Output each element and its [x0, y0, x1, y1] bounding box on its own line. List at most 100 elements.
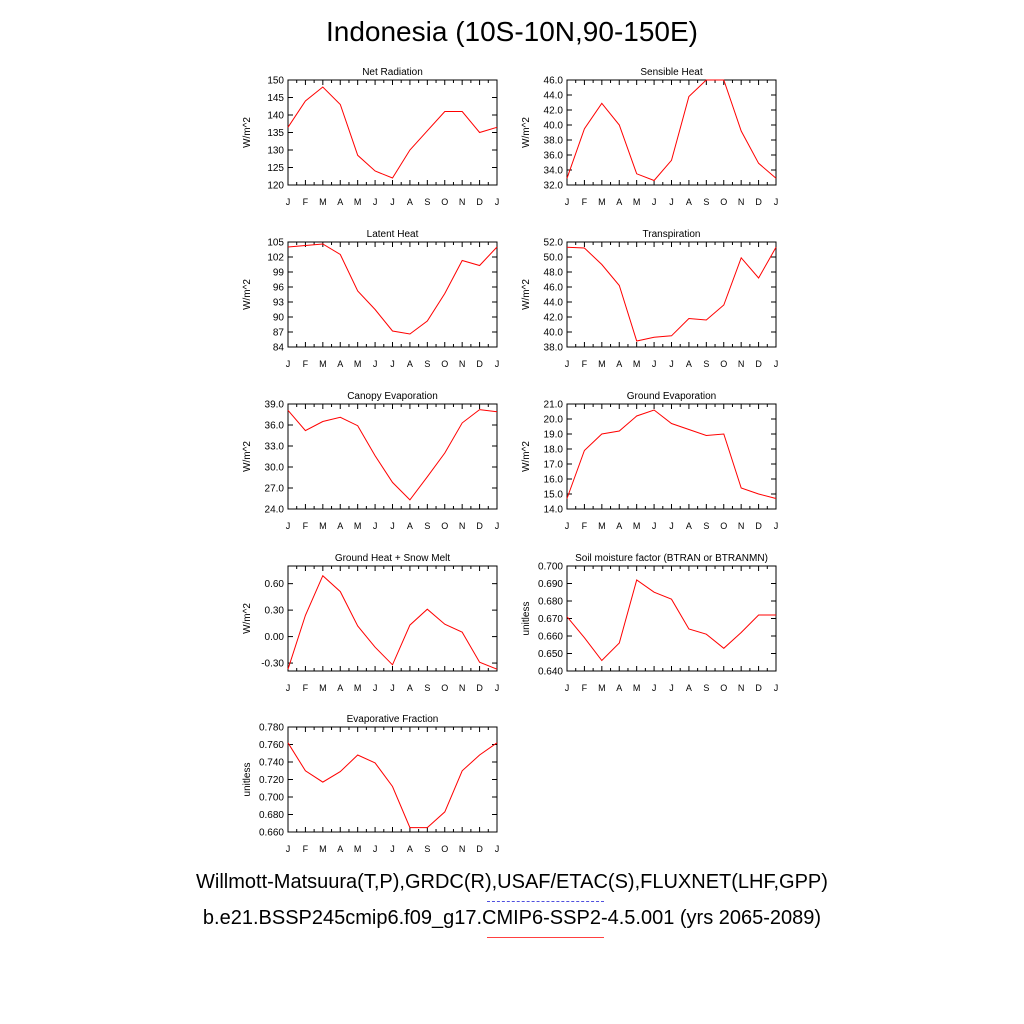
y-tick-label: 20.0 — [544, 415, 564, 426]
y-tick-label: 16.0 — [544, 475, 564, 486]
x-tick-label: N — [459, 197, 466, 207]
x-tick-label: M — [319, 683, 327, 693]
y-tick-label: 0.700 — [538, 562, 563, 573]
panel-title: Latent Heat — [367, 229, 419, 240]
panel-title: Sensible Heat — [640, 67, 702, 78]
x-tick-label: J — [286, 197, 291, 207]
y-tick-label: 34.0 — [544, 166, 564, 177]
x-tick-label: M — [319, 844, 327, 854]
x-tick-label: A — [337, 359, 343, 369]
series-line — [287, 86, 498, 179]
x-tick-label: J — [286, 359, 291, 369]
x-tick-label: M — [354, 844, 362, 854]
y-tick-label: 0.740 — [259, 758, 284, 769]
y-tick-label: 40.0 — [544, 121, 564, 132]
panel-title: Ground Evaporation — [627, 391, 717, 402]
panel-title: Net Radiation — [362, 67, 423, 78]
y-tick-label: 42.0 — [544, 313, 564, 324]
y-axis-label: W/m^2 — [521, 117, 532, 148]
x-tick-label: F — [303, 359, 309, 369]
x-tick-label: J — [373, 683, 378, 693]
y-tick-label: 14.0 — [544, 505, 564, 516]
x-tick-label: J — [565, 683, 570, 693]
y-tick-label: 52.0 — [544, 238, 564, 249]
x-tick-label: M — [319, 359, 327, 369]
y-tick-label: 0.00 — [265, 632, 285, 643]
y-axis-label: W/m^2 — [242, 279, 253, 310]
x-tick-label: J — [652, 683, 657, 693]
legend-model-swatch — [487, 937, 604, 938]
y-tick-label: 39.0 — [265, 400, 285, 411]
y-tick-label: 96 — [273, 283, 285, 294]
x-tick-label: J — [495, 197, 500, 207]
y-tick-label: 105 — [267, 238, 284, 249]
x-tick-label: D — [755, 683, 762, 693]
x-tick-label: J — [774, 683, 779, 693]
x-tick-label: S — [703, 521, 709, 531]
panel-title: Ground Heat + Snow Melt — [335, 553, 451, 564]
series-line — [566, 409, 777, 499]
x-tick-label: M — [354, 359, 362, 369]
x-tick-label: O — [720, 521, 727, 531]
x-tick-label: N — [738, 521, 745, 531]
x-tick-label: O — [720, 359, 727, 369]
y-tick-label: 50.0 — [544, 253, 564, 264]
x-tick-label: M — [598, 683, 606, 693]
x-tick-label: F — [303, 844, 309, 854]
y-tick-label: 40.0 — [544, 328, 564, 339]
y-tick-label: 130 — [267, 146, 284, 157]
y-tick-label: -0.30 — [261, 659, 284, 670]
x-tick-label: J — [669, 359, 674, 369]
y-axis-label: W/m^2 — [521, 279, 532, 310]
x-tick-label: J — [652, 197, 657, 207]
y-tick-label: 87 — [273, 328, 285, 339]
x-tick-label: D — [476, 359, 483, 369]
x-tick-label: J — [373, 359, 378, 369]
y-tick-label: 30.0 — [265, 463, 285, 474]
y-tick-label: 19.0 — [544, 430, 564, 441]
x-tick-label: J — [286, 683, 291, 693]
y-tick-label: 84 — [273, 343, 285, 354]
x-tick-label: A — [407, 844, 413, 854]
y-tick-label: 0.660 — [538, 632, 563, 643]
x-tick-label: J — [390, 844, 395, 854]
x-tick-label: A — [686, 197, 692, 207]
x-tick-label: N — [738, 197, 745, 207]
x-tick-label: J — [774, 521, 779, 531]
x-tick-label: S — [703, 359, 709, 369]
x-tick-label: A — [337, 521, 343, 531]
y-axis-label: W/m^2 — [242, 441, 253, 472]
y-tick-label: 38.0 — [544, 136, 564, 147]
x-tick-label: O — [720, 197, 727, 207]
x-tick-label: F — [303, 683, 309, 693]
x-tick-label: M — [598, 359, 606, 369]
x-tick-label: O — [441, 683, 448, 693]
plot-frame — [566, 79, 777, 186]
x-tick-label: M — [598, 197, 606, 207]
x-tick-label: D — [755, 521, 762, 531]
x-tick-label: S — [424, 521, 430, 531]
x-tick-label: A — [337, 683, 343, 693]
y-tick-label: 15.0 — [544, 490, 564, 501]
x-tick-label: J — [390, 521, 395, 531]
x-tick-label: J — [565, 359, 570, 369]
x-tick-label: S — [703, 197, 709, 207]
x-tick-label: J — [669, 521, 674, 531]
x-tick-label: N — [738, 683, 745, 693]
x-tick-label: F — [582, 359, 588, 369]
y-tick-label: 93 — [273, 298, 285, 309]
y-tick-label: 0.60 — [265, 579, 285, 590]
x-tick-label: J — [565, 197, 570, 207]
x-tick-label: D — [476, 844, 483, 854]
x-tick-label: A — [407, 197, 413, 207]
x-tick-label: S — [424, 359, 430, 369]
plot-frame — [566, 241, 777, 348]
y-tick-label: 44.0 — [544, 91, 564, 102]
y-tick-label: 21.0 — [544, 400, 564, 411]
y-tick-label: 18.0 — [544, 445, 564, 456]
x-tick-label: M — [633, 521, 641, 531]
x-tick-label: J — [495, 844, 500, 854]
